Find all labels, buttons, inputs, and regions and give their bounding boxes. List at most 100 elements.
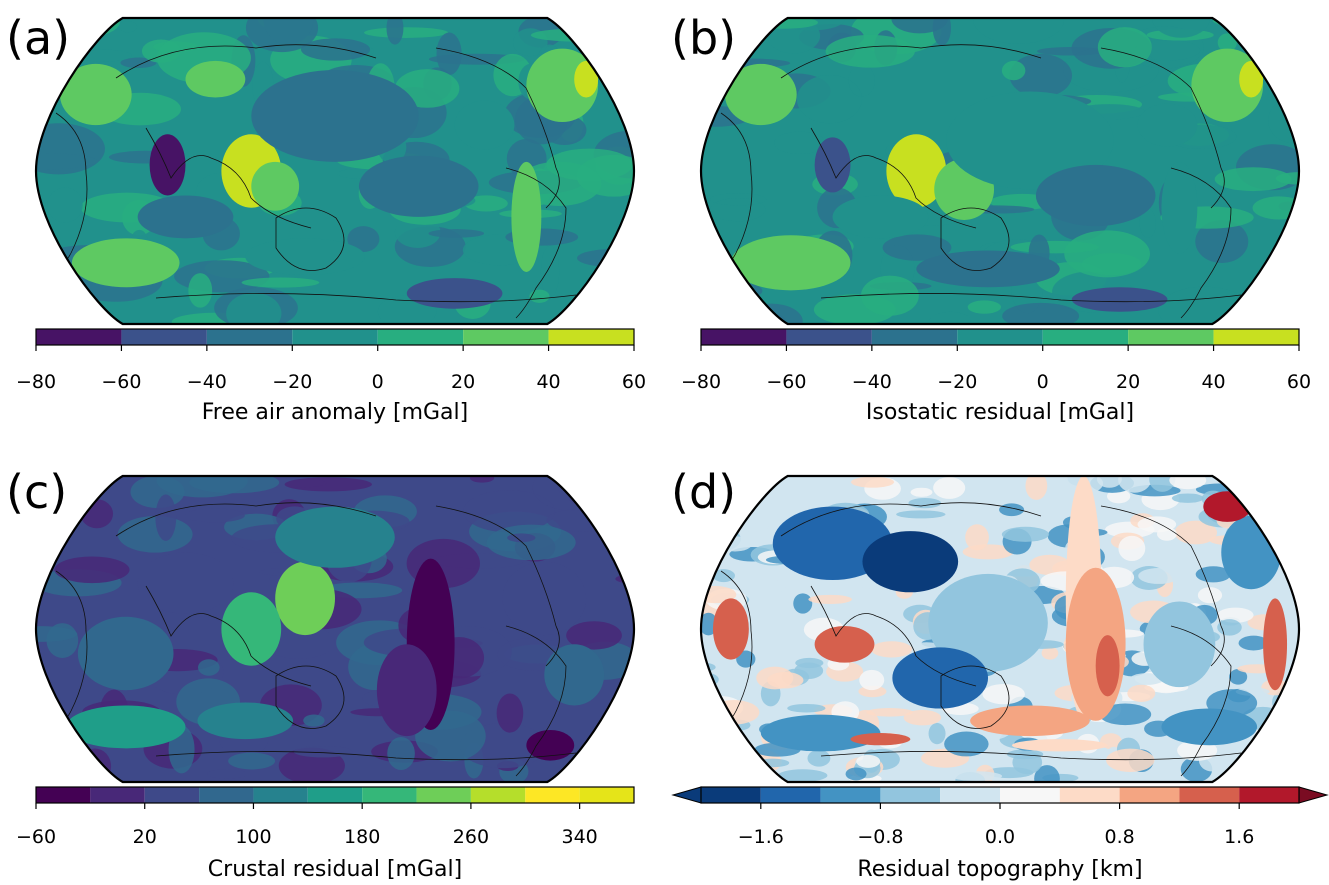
map-region-b: [1082, 253, 1142, 276]
coastline-a: [155, 293, 577, 303]
map-region-d: [1012, 750, 1043, 775]
colorbar-tick-label-b: 60: [1287, 371, 1311, 393]
map-region-d: [903, 709, 942, 726]
colorbar-segment-c: [36, 787, 91, 803]
map-region-d: [1029, 554, 1070, 575]
map-feature-c: [502, 561, 587, 636]
map-region-d: [850, 476, 895, 488]
coastline-b: [780, 44, 1042, 79]
map-region-d: [724, 523, 769, 532]
colorbar-frame-c: [35, 786, 635, 804]
map-region-c: [228, 752, 276, 770]
map-region-d: [982, 683, 1025, 705]
map-region-a: [347, 226, 380, 253]
map-feature-c: [544, 644, 605, 706]
colorbar-segment-d: [1179, 787, 1240, 803]
panel-a: (a) −80 −60 −40 −20 0 20 40 60 Free air anomaly […: [6, 11, 646, 425]
map-region-a: [577, 248, 634, 268]
map-feature-c: [275, 506, 395, 568]
map-region-d: [964, 476, 985, 491]
panel-b: (b) −80 −60 −40 −20 0 20 40 60 Isostatic residual…: [671, 11, 1311, 425]
map-region-a: [226, 292, 282, 324]
colorbar-segment-b: [957, 329, 1043, 345]
colorbar-frame-b: [700, 328, 1300, 346]
map-region-d: [1261, 721, 1299, 740]
map-region-d: [845, 767, 867, 781]
map-region-d: [787, 703, 826, 713]
map-feature-c: [526, 729, 575, 761]
colorbar-segment-d: [701, 787, 761, 803]
map-feature-a: [574, 60, 599, 98]
colorbar-tick-label-c: 340: [562, 826, 598, 848]
colorbar-tick-label-b: 20: [1116, 371, 1140, 393]
map-region-d: [856, 754, 881, 768]
colorbar-segment-b: [1042, 329, 1129, 345]
colorbar-segment-d: [1059, 787, 1120, 803]
colorbar-tick-label-c: 100: [235, 826, 271, 848]
map-region-d: [717, 536, 753, 552]
coastline-a: [115, 44, 377, 79]
map-feature-b: [1071, 287, 1168, 312]
colorbar-tick-label-b: −60: [766, 371, 806, 393]
map-region-d: [1195, 566, 1231, 583]
coastline-d: [1100, 505, 1225, 667]
panel-label-a: (a): [6, 11, 70, 65]
map-feature-b: [730, 235, 851, 291]
map-feature-d: [1161, 708, 1258, 746]
map-region-c: [469, 476, 495, 483]
colorbar-segment-c: [253, 787, 308, 803]
colorbar-segment-d: [820, 787, 881, 803]
colorbar-segment-a: [292, 329, 378, 345]
map-region-b: [1237, 307, 1289, 324]
map-region-c: [496, 693, 524, 733]
map-feature-a: [251, 161, 300, 211]
colorbar-tick-label-b: −80: [681, 371, 721, 393]
map-feature-d: [850, 733, 911, 746]
colorbar-segment-b: [786, 329, 872, 345]
map-region-c: [463, 490, 555, 533]
map-region-a: [428, 229, 485, 238]
map-region-c: [117, 515, 193, 553]
colorbar-tick-label-a: 60: [622, 371, 646, 393]
coastline-c: [155, 751, 577, 761]
map-region-d: [735, 499, 778, 527]
map-region-b: [1158, 286, 1251, 324]
map-region-b: [1010, 240, 1099, 254]
map-region-a: [436, 32, 462, 76]
colorbar-segment-a: [463, 329, 549, 345]
panel-label-d: (d): [671, 465, 736, 519]
map-region-d: [755, 758, 790, 768]
colorbar-segment-d: [1119, 787, 1180, 803]
map-region-d: [701, 663, 716, 672]
colorbar-segment-d: [760, 787, 821, 803]
map-field-a: [36, 18, 634, 324]
colorbar-segment-c: [362, 787, 417, 803]
map-region-d: [1118, 476, 1151, 493]
map-region-a: [36, 289, 89, 301]
coastline-a: [435, 47, 560, 209]
map-region-c: [507, 533, 536, 543]
map-feature-b: [1161, 161, 1198, 254]
map-region-b: [1097, 27, 1152, 68]
map-region-d: [1096, 476, 1122, 488]
map-region-c: [36, 626, 78, 642]
map-region-c: [532, 476, 614, 511]
map-region-b: [1217, 33, 1237, 52]
map-region-b: [825, 34, 915, 68]
map-region-d: [933, 476, 966, 499]
colorbar-extend-low-d: [671, 786, 702, 804]
map-region-a: [540, 245, 560, 298]
map-region-c: [303, 714, 325, 727]
map-region-a: [36, 123, 105, 175]
map-feature-a: [406, 278, 503, 309]
colorbar-tick-label-a: −60: [101, 371, 141, 393]
map-feature-a: [71, 238, 180, 288]
map-region-d: [846, 587, 881, 611]
map-feature-c: [137, 552, 234, 614]
map-region-b: [1247, 18, 1299, 47]
map-region-d: [1137, 516, 1177, 533]
colorbar-tick-label-b: −40: [852, 371, 892, 393]
panel-d: (d) −1.6 −0.8 0.0 0.8 1.6 Residual topography …: [671, 465, 1329, 882]
map-outline-b: [699, 16, 1301, 326]
map-region-d: [1238, 635, 1269, 651]
